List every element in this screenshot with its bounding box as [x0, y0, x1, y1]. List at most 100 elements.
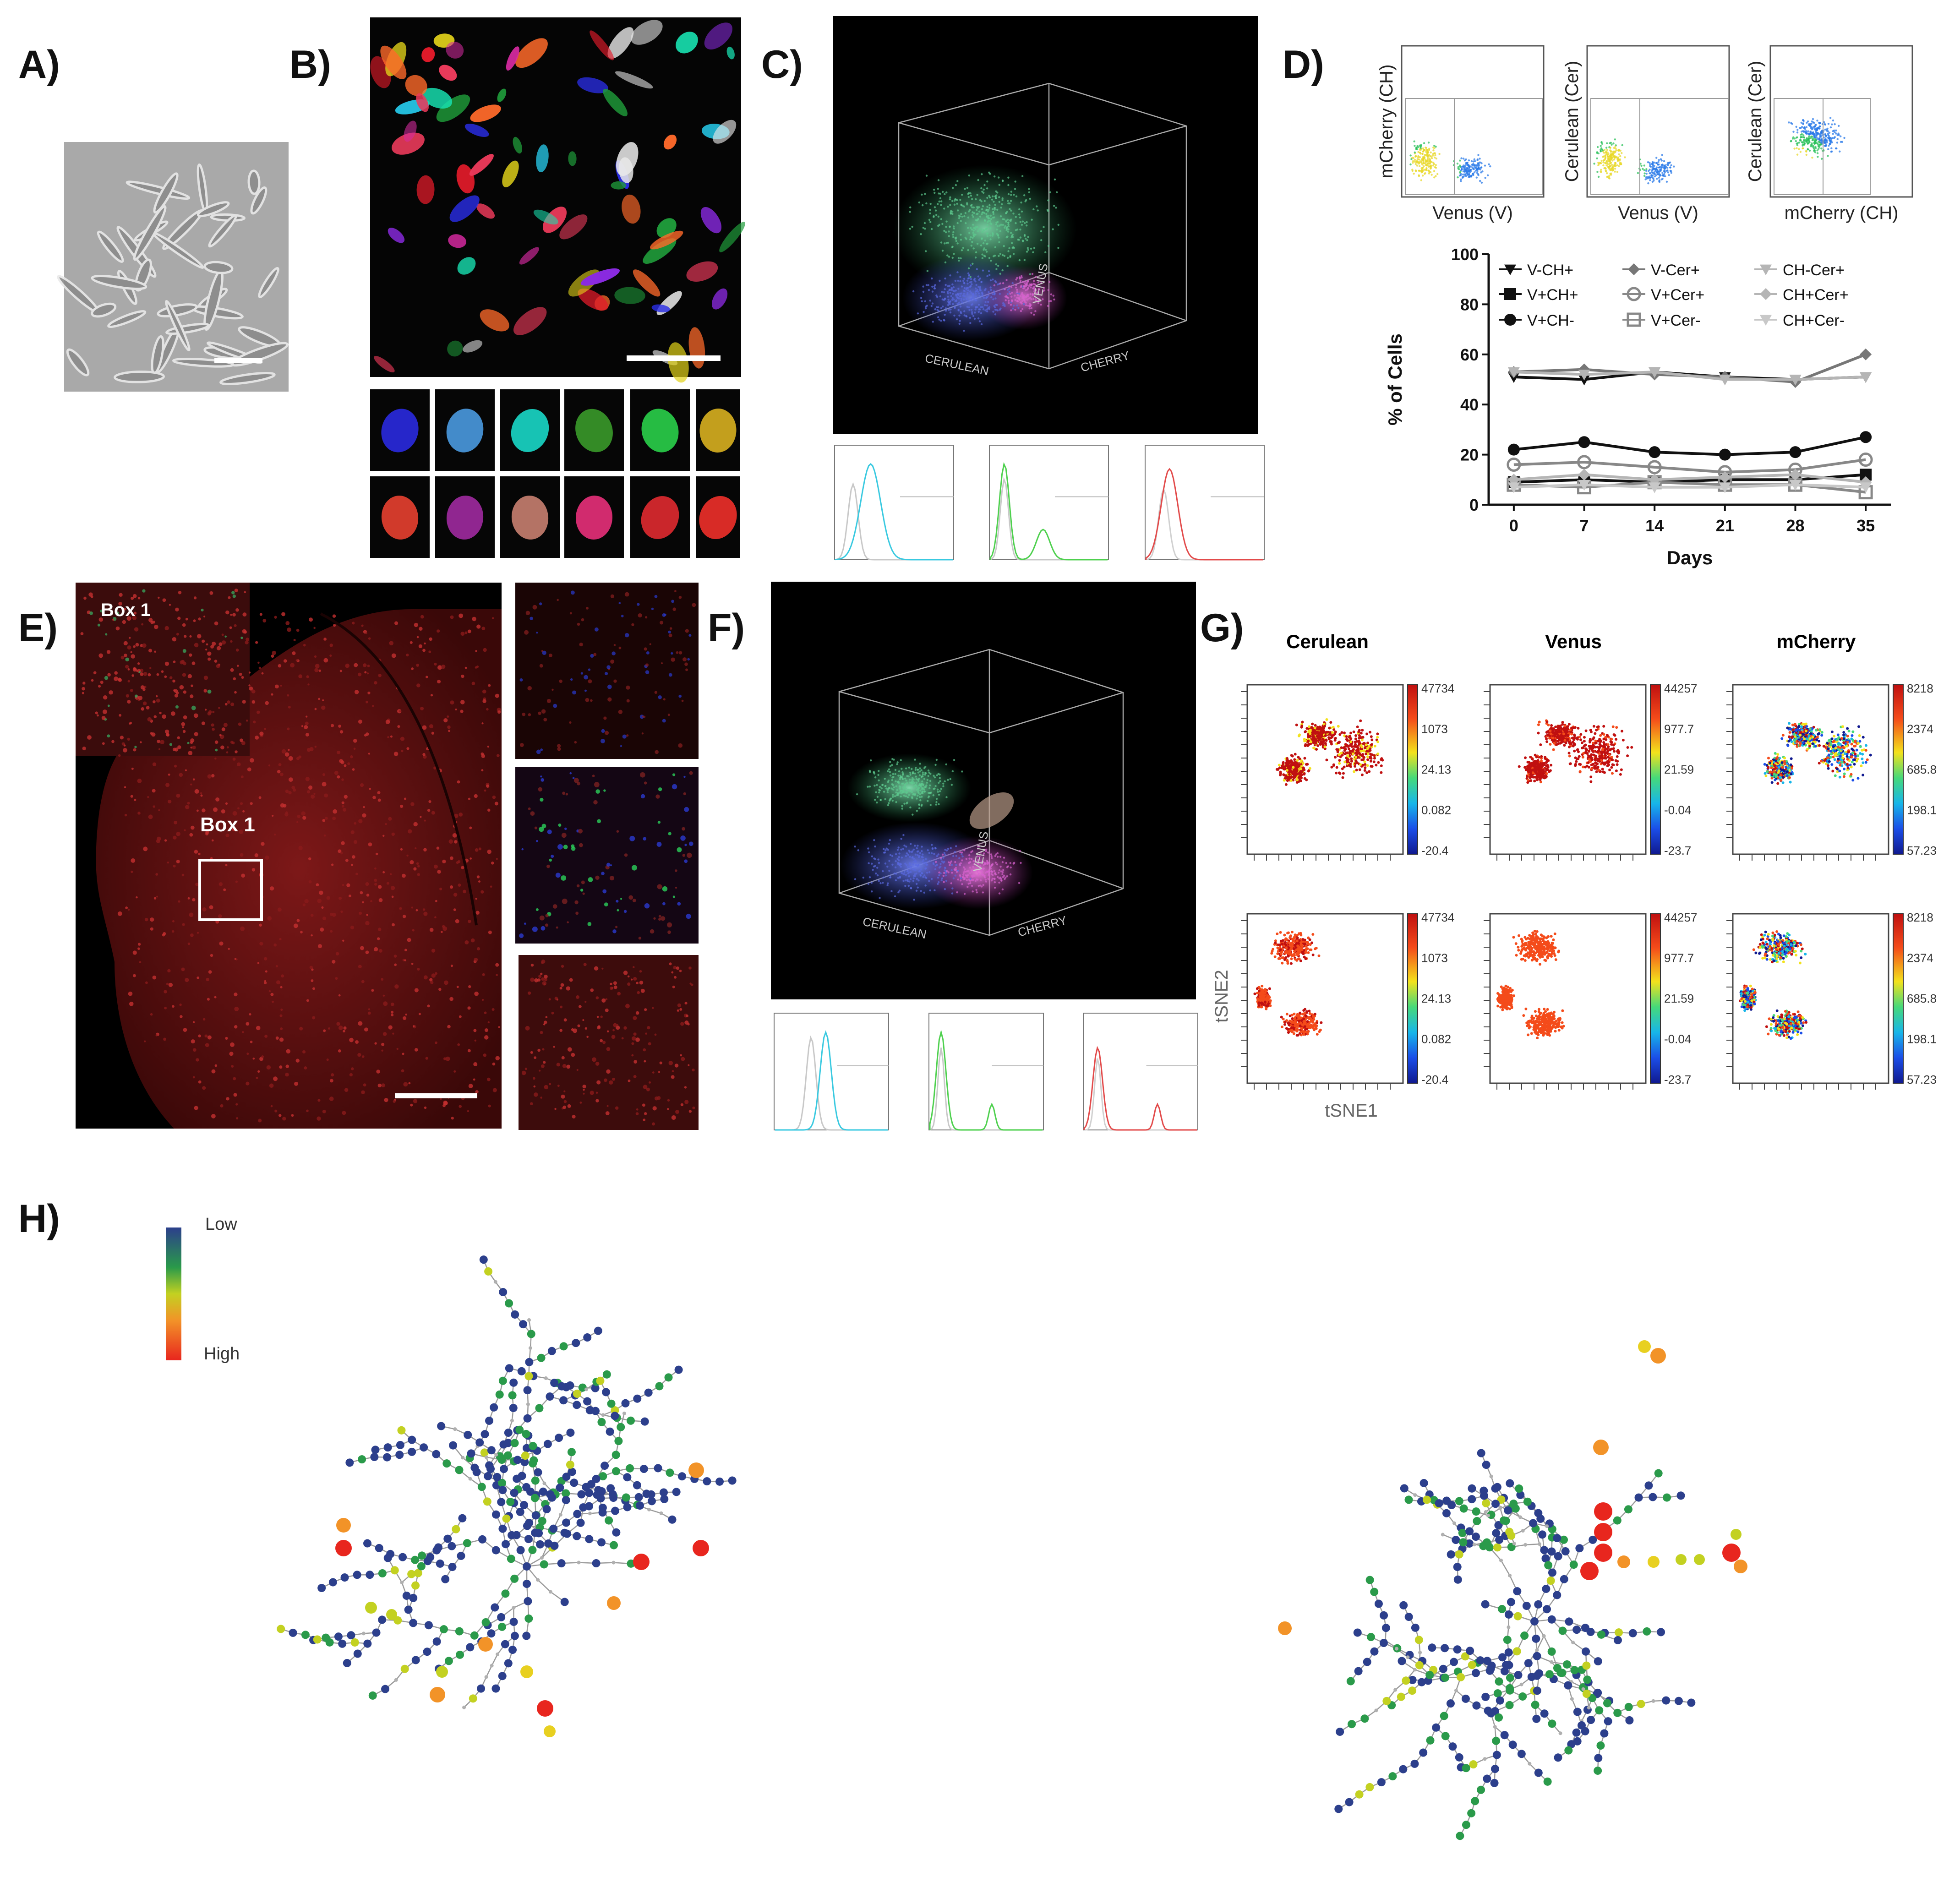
d-point-6-0 [1507, 367, 1520, 378]
g-scale-0-1-3: -0.04 [1664, 803, 1691, 817]
g-col-cerulean: Cerulean [1286, 631, 1369, 652]
d-ytick-3: 60 [1460, 345, 1479, 364]
d-xtick-3: 21 [1716, 516, 1734, 535]
g-scale-1-0-3: 0.082 [1421, 1032, 1451, 1046]
panel-d-line-chart: 0 20 40 60 80 100 0 7 14 21 28 35 Days % of Cells V-CH… [1384, 245, 1891, 568]
d-point-2-5 [1860, 431, 1872, 443]
d-xtick-1: 7 [1580, 516, 1589, 535]
d-legend-marker-0 [1504, 264, 1516, 275]
panel-label-f: F) [708, 606, 745, 650]
g-scale-1-1-2: 21.59 [1664, 992, 1694, 1005]
g-scale-0-0-4: -20.4 [1421, 844, 1448, 857]
d-point-7-4 [1789, 469, 1802, 481]
g-scale-0-1-2: 21.59 [1664, 763, 1694, 776]
panel-label-e: E) [18, 606, 58, 650]
d-legend-marker-2 [1504, 314, 1516, 326]
d-point-4-2 [1647, 460, 1662, 475]
d-point-6-1 [1578, 370, 1590, 381]
e-box-label: Box 1 [200, 813, 255, 836]
e-zoom-panels [515, 583, 699, 1130]
scale-bar-a [214, 358, 262, 363]
d-ytick-4: 80 [1460, 295, 1479, 314]
d-flow-ylabel-1: mCherry (CH) [1376, 65, 1397, 179]
panel-label-b: B) [289, 43, 331, 87]
panel-label-g: G) [1200, 606, 1244, 650]
panel-label-c: C) [761, 43, 803, 87]
d-legend-marker-3 [1628, 263, 1640, 275]
h-legend-low: Low [205, 1215, 237, 1234]
d-point-6-4 [1789, 375, 1802, 386]
d-ylabel: % of Cells [1384, 333, 1406, 426]
g-scale-0-2-4: 57.23 [1907, 844, 1937, 857]
d-series-line-2 [1513, 436, 1866, 456]
d-xlabel: Days [1667, 547, 1713, 568]
d-point-6-2 [1649, 367, 1661, 378]
d-legend-marker-8 [1760, 315, 1772, 326]
d-point-8-2 [1649, 482, 1661, 493]
g-scale-1-1-0: 44257 [1664, 911, 1697, 924]
d-point-7-3 [1719, 471, 1731, 483]
d-legend-label-3: V-Cer+ [1651, 262, 1700, 279]
g-scale-1-0-0: 47734 [1421, 911, 1454, 924]
g-scale-1-1-1: 977.7 [1664, 951, 1694, 965]
g-scale-0-2-2: 685.8 [1907, 763, 1937, 776]
d-point-2-3 [1719, 448, 1731, 461]
d-point-8-0 [1507, 482, 1520, 493]
d-series-line-1 [1513, 473, 1866, 484]
g-scale-0-2-0: 8218 [1907, 682, 1933, 695]
panel-label-h: H) [18, 1197, 60, 1241]
d-xtick-0: 0 [1509, 516, 1518, 535]
d-point-8-5 [1860, 482, 1872, 493]
panel-e-tissue: Box 1 Box 1 [76, 583, 699, 1130]
panel-label-a: A) [18, 43, 60, 87]
d-flow-xlabel-2: Venus (V) [1618, 203, 1698, 223]
g-scale-0-0-1: 1073 [1421, 722, 1448, 736]
e-inset-label: Box 1 [101, 600, 151, 620]
d-legend-label-8: CH+Cer- [1783, 312, 1845, 329]
d-xtick-4: 28 [1786, 516, 1804, 535]
panel-a-micrograph [57, 142, 289, 392]
panel-h-trees: Low High [166, 1215, 1747, 1840]
g-scale-1-2-0: 8218 [1907, 911, 1933, 924]
d-ytick-1: 20 [1460, 446, 1479, 464]
d-flow-xlabel-3: mCherry (CH) [1785, 203, 1899, 223]
panel-d-flow-plots: Venus (V) mCherry (CH) Venus (V) Cerulean (… [1376, 45, 1913, 223]
scale-bar-e [395, 1093, 477, 1098]
g-xlabel: tSNE1 [1325, 1101, 1378, 1121]
d-point-2-4 [1789, 446, 1802, 458]
d-ytick-0: 0 [1469, 496, 1479, 514]
d-point-8-3 [1719, 482, 1731, 493]
d-flow-xlabel-1: Venus (V) [1432, 203, 1513, 223]
g-scale-0-1-1: 977.7 [1664, 722, 1694, 736]
d-point-3-5 [1860, 348, 1872, 360]
h-legend-bar [166, 1228, 181, 1360]
d-legend-marker-4 [1627, 287, 1641, 301]
g-scale-1-2-1: 2374 [1907, 951, 1933, 965]
g-scale-1-2-3: 198.1 [1907, 1032, 1937, 1046]
panel-label-d: D) [1283, 43, 1324, 87]
d-series-line-6 [1513, 371, 1866, 381]
d-point-4-1 [1577, 455, 1592, 469]
d-point-2-0 [1507, 443, 1520, 456]
d-legend-label-0: V-CH+ [1527, 262, 1573, 279]
d-point-7-1 [1578, 469, 1590, 481]
d-legend-label-4: V+Cer+ [1651, 286, 1704, 304]
panel-f-3d-scatter: CERULEAN CHERRY VENUS [771, 582, 1198, 1131]
g-scale-0-1-0: 44257 [1664, 682, 1697, 695]
d-point-2-2 [1649, 446, 1661, 458]
h-legend-high: High [204, 1344, 240, 1364]
d-legend-marker-6 [1760, 264, 1772, 275]
panel-g-tsne: Cerulean Venus mCherry 47734 1073 24.13 0.0… [1212, 631, 1937, 1121]
d-ytick-2: 40 [1460, 395, 1479, 414]
g-scale-1-0-1: 1073 [1421, 951, 1448, 965]
d-xtick-2: 14 [1645, 516, 1664, 535]
d-point-2-1 [1578, 436, 1590, 448]
scale-bar-b [627, 355, 721, 361]
g-scale-1-2-2: 685.8 [1907, 992, 1937, 1005]
d-legend-label-6: CH-Cer+ [1783, 262, 1845, 279]
g-scale-0-0-3: 0.082 [1421, 803, 1451, 817]
g-scale-0-2-1: 2374 [1907, 722, 1933, 736]
d-point-6-3 [1719, 375, 1731, 386]
d-ytick-5: 100 [1451, 245, 1479, 264]
d-legend-label-1: V+CH+ [1527, 286, 1578, 304]
